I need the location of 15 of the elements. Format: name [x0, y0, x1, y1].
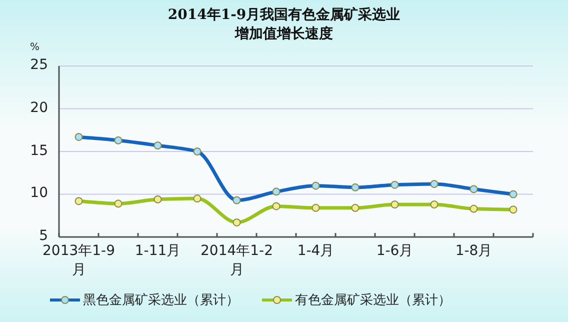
xtick: 1-11月	[134, 242, 182, 261]
legend-label: 黑色金属矿采选业（累计）	[83, 292, 239, 309]
ytick: 15	[29, 142, 48, 158]
ytick: 20	[29, 100, 48, 116]
ytick: 5	[38, 228, 48, 244]
ytick: 10	[29, 185, 48, 202]
ylabel: %	[30, 42, 40, 53]
legend-label: 有色金属矿采选业（累计）	[295, 292, 451, 309]
title: 2014年1-9月我国有色金属矿采选业增加值增长速度	[166, 6, 402, 44]
xtick: 1-8月	[454, 242, 494, 261]
xtick: 2013年1-9月	[42, 242, 116, 280]
xtick: 1-6月	[375, 242, 414, 261]
ytick: 25	[29, 57, 48, 73]
xtick: 1-4月	[296, 242, 336, 261]
xtick: 2014年1-2月	[200, 242, 274, 280]
